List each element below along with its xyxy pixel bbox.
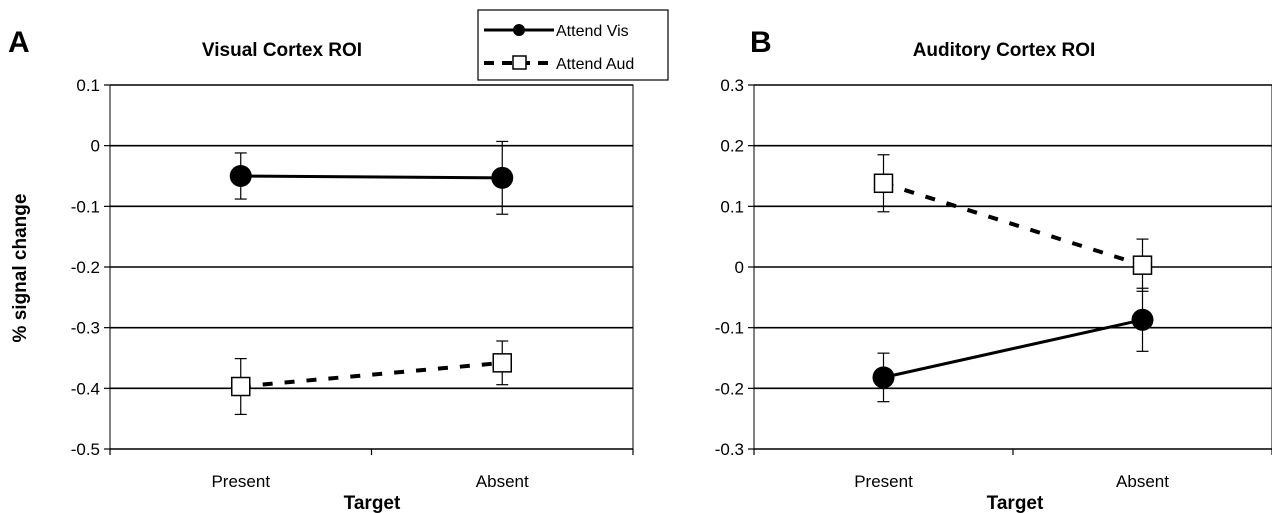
panel-a-category-label: Absent <box>476 472 529 491</box>
legend-marker-attend-aud <box>512 55 527 70</box>
panel-a-series <box>229 140 514 416</box>
panel-a-point-attend-aud <box>231 376 251 397</box>
panel-b-line-attend-aud <box>882 181 1144 268</box>
panel-b-ytick-label: 0.2 <box>720 137 744 156</box>
panel-title-a: Visual Cortex ROI <box>202 40 362 61</box>
panel-b-line-attend-vis <box>883 318 1143 379</box>
panel-b-point-attend-aud <box>873 173 894 194</box>
legend-label-attend-vis: Attend Vis <box>556 23 629 40</box>
panel-b-x-axis-title: Target <box>987 493 1044 513</box>
legend: Attend Vis Attend Aud <box>477 9 669 81</box>
panel-letter-b: B <box>750 26 772 59</box>
panel-a-ytick-label: -0.2 <box>71 258 100 277</box>
panel-b-ytick-label: -0.2 <box>715 379 744 398</box>
panel-a-chart: 0.1 0 -0.1 -0.2 -0.3 -0.4 -0.5 Present Absent <box>71 76 634 491</box>
panel-a-gridlines <box>109 84 634 450</box>
panel-b-ytick-label: -0.3 <box>715 440 744 459</box>
panel-b-point-attend-vis <box>872 366 895 389</box>
panel-b-ytick-label: 0.1 <box>720 197 744 216</box>
panel-a-ytick-label: -0.1 <box>71 197 100 216</box>
panel-a-point-attend-vis <box>491 166 514 189</box>
panel-b-xticks <box>753 449 1272 455</box>
panel-b-series <box>872 154 1154 403</box>
legend-marker-attend-vis <box>513 24 525 36</box>
panel-b-chart: 0.3 0.2 0.1 0 -0.1 -0.2 -0.3 Present Absent <box>715 76 1272 491</box>
panel-a-x-axis-title: Target <box>344 493 401 513</box>
panel-a-ytick-label: -0.3 <box>71 319 100 338</box>
y-axis-title: % signal change <box>10 194 31 343</box>
panel-a-ytick-label: 0.1 <box>76 76 100 95</box>
panel-a-point-attend-vis <box>229 165 252 187</box>
panel-a-ytick-label: -0.5 <box>71 440 100 459</box>
panel-a-yticks <box>104 84 110 450</box>
panel-b-ytick-label: 0.3 <box>720 76 744 95</box>
panel-a-xticks <box>109 449 634 455</box>
panel-letter-a: A <box>8 26 30 59</box>
panel-b-yticks <box>748 84 754 450</box>
legend-label-attend-aud: Attend Aud <box>556 56 634 73</box>
panel-a-point-attend-aud <box>492 353 512 373</box>
panel-a-category-label: Present <box>211 472 270 491</box>
panel-b-labels: 0.3 0.2 0.1 0 -0.1 -0.2 -0.3 Present Absent <box>715 76 1170 491</box>
panel-b-gridlines <box>753 84 1272 450</box>
panel-b-point-attend-vis <box>1131 308 1154 331</box>
panel-b-ytick-label: -0.1 <box>715 319 744 338</box>
panel-b-category-label: Absent <box>1116 472 1169 491</box>
panel-title-b: Auditory Cortex ROI <box>913 40 1096 61</box>
panel-b-point-attend-aud <box>1132 255 1153 275</box>
panel-a-ytick-label: -0.4 <box>71 379 100 398</box>
panel-a-line-attend-vis <box>240 174 503 180</box>
panel-a-ytick-label: 0 <box>91 137 100 156</box>
legend-box <box>477 9 669 81</box>
panel-b-ytick-label: 0 <box>735 258 744 277</box>
panel-b-category-label: Present <box>854 472 913 491</box>
panel-a-labels: 0.1 0 -0.1 -0.2 -0.3 -0.4 -0.5 Present Absent <box>71 76 529 491</box>
panel-a-line-attend-aud <box>240 360 503 389</box>
